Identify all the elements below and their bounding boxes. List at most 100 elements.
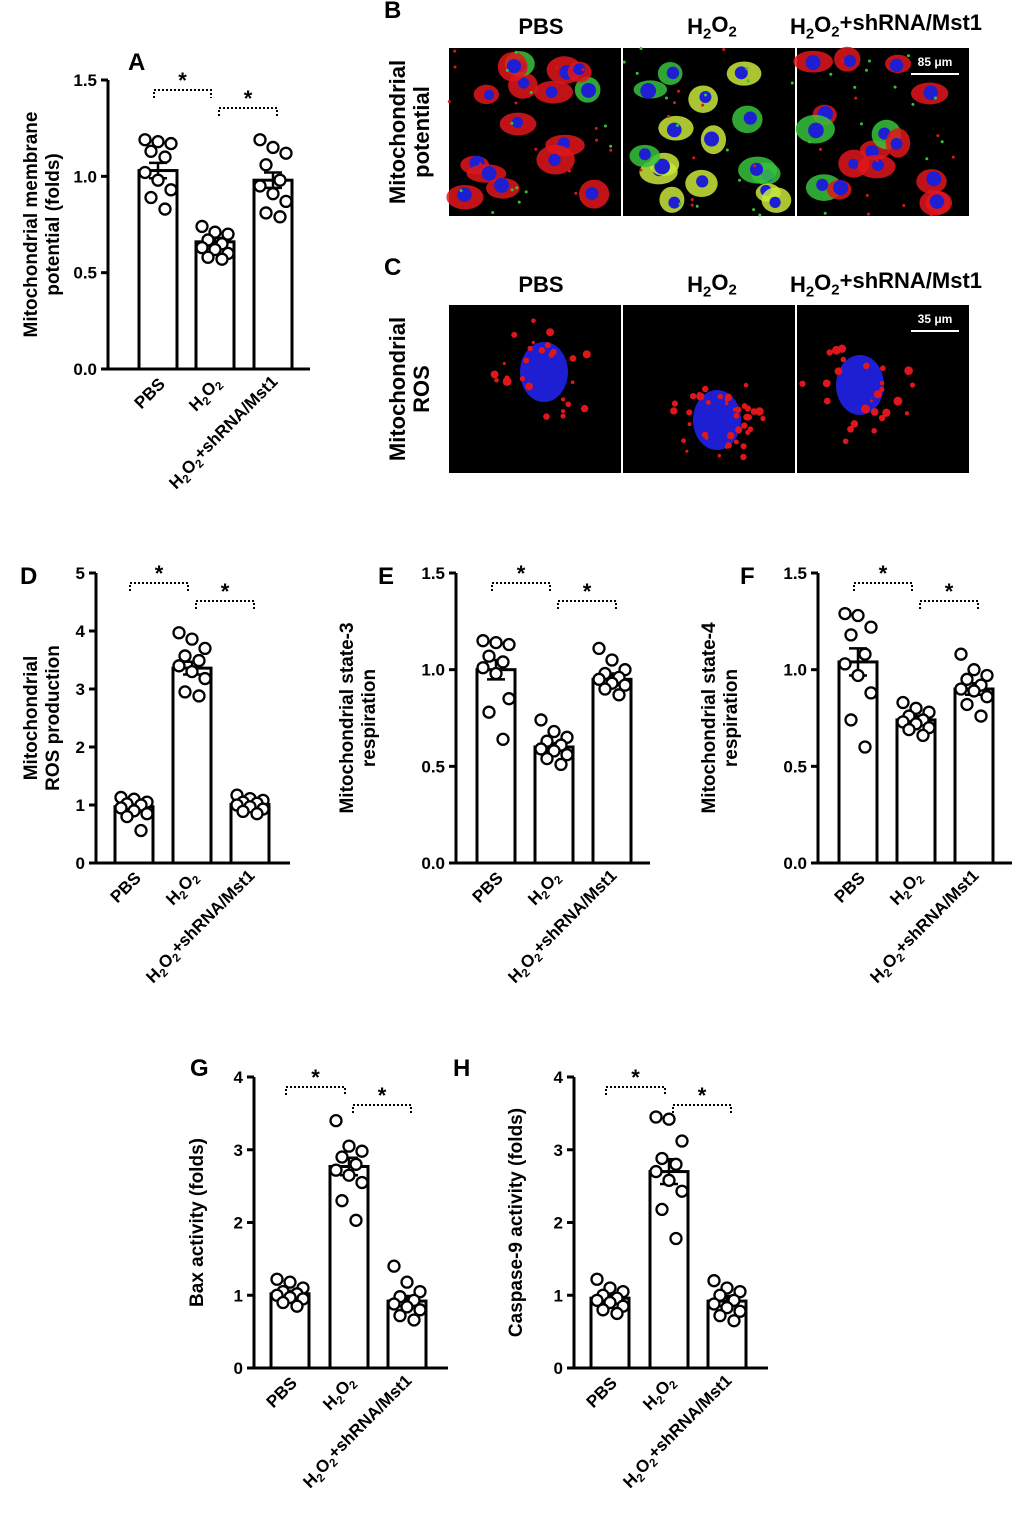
data-point	[413, 1284, 427, 1299]
data-point	[114, 801, 128, 815]
speckle	[746, 79, 750, 83]
ros-particle	[871, 427, 877, 434]
y-tick-label: 3	[234, 1141, 243, 1160]
cell-nucleus	[872, 159, 884, 172]
speckle	[819, 147, 823, 151]
micrograph-image	[449, 305, 621, 473]
data-point	[896, 695, 910, 710]
significance-star: *	[517, 561, 526, 586]
data-point	[273, 210, 287, 224]
data-point	[675, 1184, 689, 1198]
speckle	[753, 164, 757, 168]
data-point	[144, 144, 158, 158]
data-point	[489, 635, 503, 650]
ros-particle	[523, 357, 530, 364]
chart-panel-E: E 0.0 0.5 1.0 1.5 Mitochondrial state-3 respir…	[337, 561, 650, 987]
data-point	[134, 823, 148, 838]
y-axis-label: Mitochondrial state-4	[699, 622, 720, 814]
ros-particle	[525, 382, 533, 391]
speckle	[514, 101, 518, 105]
data-point	[140, 807, 154, 821]
data-point	[707, 1274, 721, 1288]
data-point	[198, 671, 212, 686]
data-point	[675, 1134, 689, 1148]
ros-particle	[725, 442, 732, 449]
speckle	[581, 68, 585, 72]
significance-bracket	[853, 582, 913, 591]
data-point	[902, 722, 916, 737]
ros-particle	[735, 426, 743, 434]
y-tick-label: 1.5	[421, 564, 445, 583]
speckle	[514, 50, 518, 54]
cell-nucleus	[843, 54, 857, 67]
ros-particle	[686, 409, 693, 416]
data-point	[967, 684, 981, 698]
ros-particle	[531, 340, 536, 345]
micrograph-column-title: H2O2	[687, 12, 737, 43]
speckle	[690, 198, 694, 202]
ros-particle	[880, 365, 886, 372]
speckle	[677, 89, 681, 93]
panel-label: C	[384, 254, 401, 281]
data-point	[649, 1110, 663, 1124]
data-point	[400, 1275, 414, 1289]
data-point	[534, 742, 548, 756]
data-point	[215, 252, 229, 266]
bar	[137, 169, 179, 371]
speckle	[664, 96, 668, 100]
data-point	[276, 1295, 290, 1310]
cell-nucleus	[518, 77, 530, 89]
chart-panel-A: A 0.0 0.5 1.0 1.5 Mitochondrial membrane poten…	[21, 49, 310, 493]
bar	[895, 718, 937, 865]
cell-nucleus	[666, 66, 680, 80]
speckle	[725, 148, 729, 152]
micrograph-row-label: potential	[409, 86, 434, 178]
y-tick-label: 1.5	[783, 564, 807, 583]
speckle	[505, 68, 509, 72]
data-point	[496, 655, 510, 669]
ros-particle	[869, 399, 873, 403]
x-tick-label: PBS	[583, 1373, 621, 1411]
y-tick-label: 0.0	[73, 360, 97, 379]
cell-nucleus	[929, 194, 945, 209]
ros-particle	[741, 422, 748, 429]
speckle	[704, 93, 708, 97]
cell-nucleus	[581, 82, 596, 98]
data-point	[151, 173, 165, 187]
data-point	[980, 668, 994, 683]
speckle	[459, 189, 463, 193]
cell-nucleus	[668, 196, 681, 209]
ros-particle	[546, 328, 555, 337]
data-point	[851, 668, 865, 683]
micrograph-image: 85 μm	[793, 46, 969, 217]
bar	[269, 1292, 311, 1370]
data-point	[185, 664, 199, 679]
speckle	[841, 59, 845, 63]
data-point	[476, 661, 490, 675]
ros-particle	[743, 382, 749, 388]
ros-particle	[670, 407, 678, 415]
y-tick-label: 5	[76, 564, 85, 583]
data-point	[662, 1173, 676, 1187]
significance-bracket	[218, 107, 278, 116]
ros-particle	[543, 413, 550, 420]
data-point	[158, 202, 172, 216]
ros-particle	[879, 380, 885, 386]
data-point	[329, 1163, 343, 1177]
micrograph-image: 35 μm	[797, 305, 969, 473]
cell-nucleus	[836, 355, 884, 415]
speckle	[951, 155, 955, 159]
speckle	[524, 190, 528, 194]
data-point	[164, 136, 178, 151]
speckle	[902, 204, 906, 208]
data-point	[733, 1284, 747, 1299]
micrograph-column-title: H2O2	[687, 270, 737, 301]
bar	[648, 1170, 690, 1370]
scale-bar-label: 85 μm	[918, 55, 953, 69]
data-point	[253, 179, 267, 193]
speckle	[534, 147, 538, 151]
speckle	[639, 168, 643, 172]
speckle	[790, 81, 794, 85]
data-point	[610, 1306, 624, 1321]
